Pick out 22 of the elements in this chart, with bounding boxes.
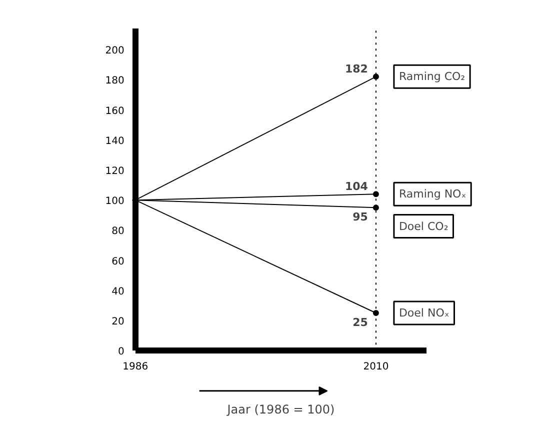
series-label: Raming NOₓ xyxy=(398,188,466,201)
x-tick-label: 2010 xyxy=(363,362,389,373)
x-axis-title: Jaar (1986 = 100) xyxy=(226,402,335,416)
text: Doel CO₂ xyxy=(398,220,448,233)
x-tick-label: 1986 xyxy=(122,362,148,373)
data-label: 95 xyxy=(352,210,368,224)
data-label: 104 xyxy=(345,180,368,194)
y-tick-label: 60 xyxy=(112,256,124,268)
y-tick-label: 180 xyxy=(105,76,124,87)
y-tick-label: 20 xyxy=(112,316,124,328)
y-tick-label: 100 xyxy=(105,196,124,208)
y-tick-label: 80 xyxy=(112,226,124,238)
y-tick-label: 40 xyxy=(112,286,124,298)
data-label: 25 xyxy=(352,316,368,329)
y-tick-label: 200 xyxy=(105,46,124,57)
y-tick-label: 140 xyxy=(105,136,124,147)
series-label: Raming CO₂ xyxy=(398,70,466,84)
y-tick-label: 160 xyxy=(105,106,124,117)
data-label: 182 xyxy=(345,62,368,76)
y-tick-label: 120 xyxy=(105,166,124,177)
y-tick-label: 0 xyxy=(118,346,124,358)
series-label: Doel NOₓ xyxy=(398,306,450,320)
